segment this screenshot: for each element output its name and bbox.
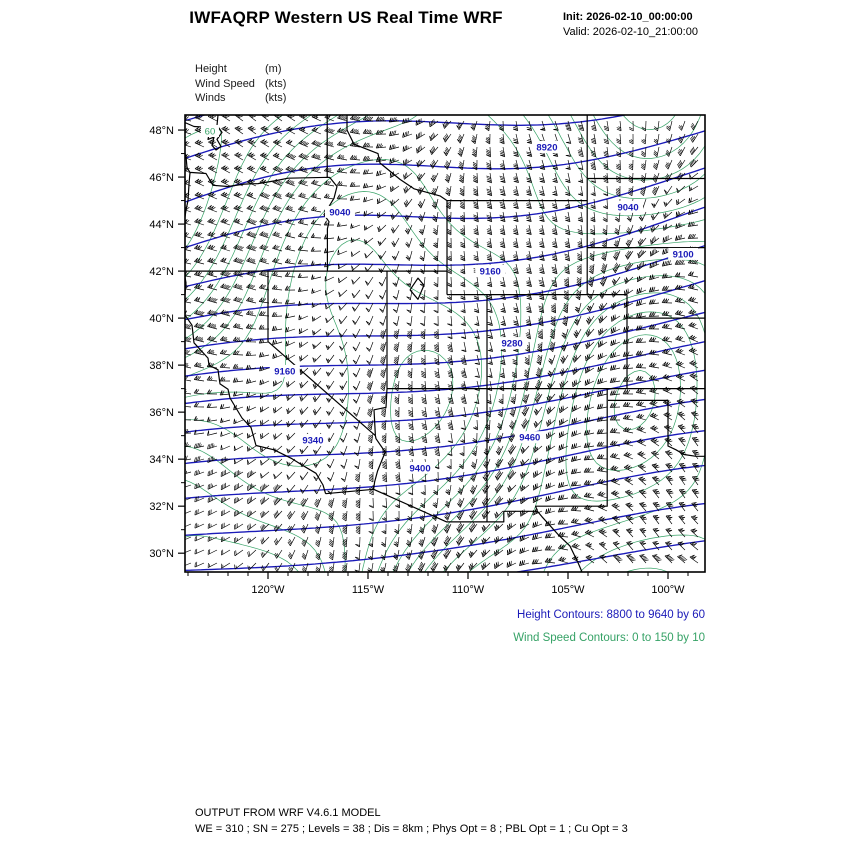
lat-tick-label: 40°N xyxy=(149,313,174,325)
lat-tick-label: 48°N xyxy=(149,125,174,137)
state-borders xyxy=(185,115,705,572)
legend-row-wind-speed: Wind Speed (kts) xyxy=(195,77,286,92)
lon-tick-label: 115°W xyxy=(352,584,385,596)
contour-label: 9160 xyxy=(480,266,501,277)
legend-label: Winds xyxy=(195,92,226,104)
contour-label: 9040 xyxy=(329,207,350,218)
legend-label: Height xyxy=(195,63,227,75)
legend-row-winds: Winds (kts) xyxy=(195,91,286,106)
legend-label: Wind Speed xyxy=(195,77,255,90)
lat-tick-label: 30°N xyxy=(149,548,174,560)
state-borders-layer xyxy=(185,115,705,572)
model-config-line: WE = 310 ; SN = 275 ; Levels = 38 ; Dis … xyxy=(195,822,628,835)
plot-title: IWFAQRP Western US Real Time WRF xyxy=(189,8,503,27)
lat-tick-label: 34°N xyxy=(149,454,174,466)
legend-row-height: Height (m) xyxy=(195,62,286,77)
lat-tick-label: 32°N xyxy=(149,501,174,513)
legend-unit: (kts) xyxy=(265,77,287,90)
lat-tick-label: 36°N xyxy=(149,407,174,419)
contour-label: 9160 xyxy=(274,366,295,377)
field-legend: Height (m) Wind Speed (kts) Winds (kts) xyxy=(195,62,286,106)
contour-label: 9340 xyxy=(302,435,323,446)
run-info: Init: 2026-02-10_00:00:00 Valid: 2026-02… xyxy=(563,10,698,40)
model-version-line: OUTPUT FROM WRF V4.6.1 MODEL xyxy=(195,807,381,819)
lon-tick-label: 120°W xyxy=(251,584,285,596)
contour-label: 60 xyxy=(205,126,216,137)
contour-label: 9100 xyxy=(673,249,694,260)
wind-speed-contour-note: Wind Speed Contours: 0 to 150 by 10 xyxy=(513,632,705,644)
lat-tick-label: 38°N xyxy=(149,360,174,372)
contour-label: 9400 xyxy=(409,463,430,474)
contour-label: 9040 xyxy=(617,202,638,213)
lat-tick-label: 42°N xyxy=(149,266,174,278)
lat-tick-label: 46°N xyxy=(149,172,174,184)
contour-label: 9280 xyxy=(502,339,523,350)
legend-unit: (kts) xyxy=(265,92,287,104)
map-plot: 8920 9040 9040 9100 9160 9160 9280 9340 9400 9460… xyxy=(149,114,706,596)
model-output-info: OUTPUT FROM WRF V4.6.1 MODEL WE = 310 ; … xyxy=(195,806,628,837)
lat-tick-label: 44°N xyxy=(149,219,174,231)
legend-unit: (m) xyxy=(265,63,282,75)
map-canvas: 8920 9040 9040 9100 9160 9160 9280 9340 9400 9460… xyxy=(185,115,705,572)
valid-time: Valid: 2026-02-10_21:00:00 xyxy=(563,26,698,38)
wind-barbs-layer xyxy=(185,115,700,572)
contour-label: 8920 xyxy=(536,142,557,153)
map-frame xyxy=(184,114,706,573)
lon-tick-label: 100°W xyxy=(651,584,685,596)
lon-tick-label: 105°W xyxy=(551,584,585,596)
contour-label: 9460 xyxy=(519,433,540,444)
lon-tick-label: 110°W xyxy=(452,584,485,596)
height-contour-note: Height Contours: 8800 to 9640 by 60 xyxy=(517,609,705,621)
init-time: Init: 2026-02-10_00:00:00 xyxy=(563,11,693,23)
contour-labels-layer: 8920 9040 9040 9100 9160 9160 9280 9340 9400 9460… xyxy=(200,124,699,474)
